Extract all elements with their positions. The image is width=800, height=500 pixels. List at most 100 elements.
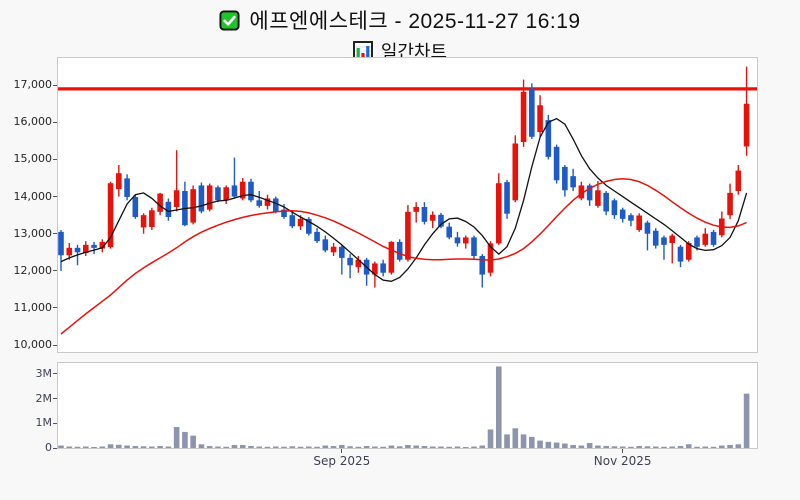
- volume-bar: [438, 446, 444, 448]
- candle-body: [248, 181, 254, 201]
- volume-bar: [239, 445, 246, 448]
- price-axis-tick-mark: [53, 121, 57, 123]
- candle-body: [82, 244, 89, 254]
- price-axis-tick-label: 10,000: [13, 338, 53, 352]
- candle-body: [421, 206, 428, 222]
- x-axis-month-label: Sep 2025: [313, 454, 371, 468]
- candle-body: [743, 103, 750, 147]
- volume-bar: [504, 434, 510, 448]
- candle-body: [272, 198, 279, 212]
- volume-bar: [479, 445, 486, 448]
- price-axis-tick-mark: [53, 270, 57, 272]
- price-axis-tick-mark: [53, 233, 57, 235]
- price-axis-tick-label: 11,000: [13, 300, 53, 314]
- volume-canvas: [58, 366, 750, 448]
- volume-bar: [355, 446, 362, 448]
- candle-body: [570, 176, 576, 188]
- volume-bar: [578, 445, 585, 448]
- volume-bar: [223, 446, 229, 448]
- volume-bar: [272, 446, 279, 448]
- candle-body: [628, 215, 634, 221]
- candle-body: [223, 187, 229, 201]
- x-axis-tick-mark: [341, 449, 343, 453]
- price-axis-tick-label: 17,000: [13, 78, 53, 92]
- volume-bar: [256, 446, 263, 448]
- volume-bar: [570, 445, 576, 448]
- price-axis-tick-mark: [53, 84, 57, 86]
- volume-bar: [215, 446, 221, 448]
- candle-body: [578, 185, 585, 199]
- volume-bar: [173, 426, 180, 448]
- volume-bar: [562, 443, 568, 448]
- volume-bar: [248, 446, 254, 448]
- candle-body: [322, 239, 329, 251]
- volume-bar: [719, 445, 725, 448]
- price-chart-panel: [57, 57, 758, 353]
- candle-body: [165, 201, 172, 218]
- volume-bar: [124, 445, 130, 448]
- candle-body: [281, 209, 287, 218]
- volume-bar: [231, 445, 238, 448]
- price-axis-tick-mark: [53, 158, 57, 160]
- volume-panel: [57, 362, 758, 449]
- volume-bar: [495, 366, 502, 448]
- candle-body: [405, 211, 411, 260]
- volume-axis-tick-mark: [53, 447, 57, 449]
- candle-body: [504, 182, 510, 214]
- price-axis-tick-label: 12,000: [13, 263, 53, 277]
- volume-bar: [471, 446, 477, 448]
- volume-bar: [429, 446, 436, 448]
- volume-bar: [702, 446, 709, 448]
- candle-body: [553, 146, 560, 181]
- candle-body: [157, 193, 163, 212]
- candle-body: [173, 190, 180, 207]
- candle-body: [99, 241, 106, 249]
- candle-body: [661, 237, 667, 245]
- volume-bar: [520, 434, 527, 448]
- volume-bar: [99, 446, 106, 448]
- volume-bar: [82, 446, 89, 448]
- volume-bar: [372, 446, 378, 448]
- candle-body: [603, 192, 609, 212]
- title-row: 에프엔에스테크 - 2025-11-27 16:19: [0, 5, 800, 35]
- volume-bar: [396, 446, 403, 448]
- volume-bar: [603, 446, 609, 448]
- candle-body: [347, 257, 353, 266]
- volume-bar: [91, 447, 97, 448]
- candle-body: [454, 237, 461, 244]
- candle-body: [669, 235, 676, 244]
- candle-body: [198, 185, 205, 212]
- candle-body: [206, 185, 213, 210]
- volume-bar: [677, 446, 684, 448]
- volume-bar: [628, 446, 634, 448]
- candle-body: [66, 247, 73, 256]
- volume-bar: [595, 445, 601, 448]
- candle-body: [487, 243, 494, 273]
- price-axis-tick-label: 14,000: [13, 189, 53, 203]
- volume-axis-tick-label: 3M: [35, 366, 53, 380]
- candle-body: [545, 120, 552, 157]
- volume-axis-tick-label: 0: [45, 441, 52, 454]
- volume-bar: [611, 446, 618, 448]
- volume-bar: [380, 446, 386, 448]
- candle-body: [462, 237, 469, 244]
- candle-body: [380, 263, 386, 273]
- volume-bar: [413, 445, 419, 448]
- candle-body: [231, 185, 238, 197]
- price-axis-tick-mark: [53, 307, 57, 309]
- candle-body: [306, 218, 312, 234]
- candle-body: [330, 246, 337, 253]
- volume-bar: [206, 446, 213, 448]
- price-axis-tick-mark: [53, 344, 57, 346]
- volume-bar: [363, 446, 370, 448]
- candle-body: [116, 173, 122, 190]
- x-axis-month-label: Nov 2025: [593, 454, 652, 468]
- candle-body: [124, 178, 130, 197]
- volume-bar: [157, 446, 163, 448]
- candle-body: [595, 190, 601, 206]
- volume-axis-tick-mark: [53, 373, 57, 375]
- checkbox-checked-icon: [219, 9, 240, 31]
- volume-bar: [190, 435, 196, 448]
- candle-body: [256, 200, 263, 206]
- page-title: 에프엔에스테크 - 2025-11-27 16:19: [249, 10, 581, 33]
